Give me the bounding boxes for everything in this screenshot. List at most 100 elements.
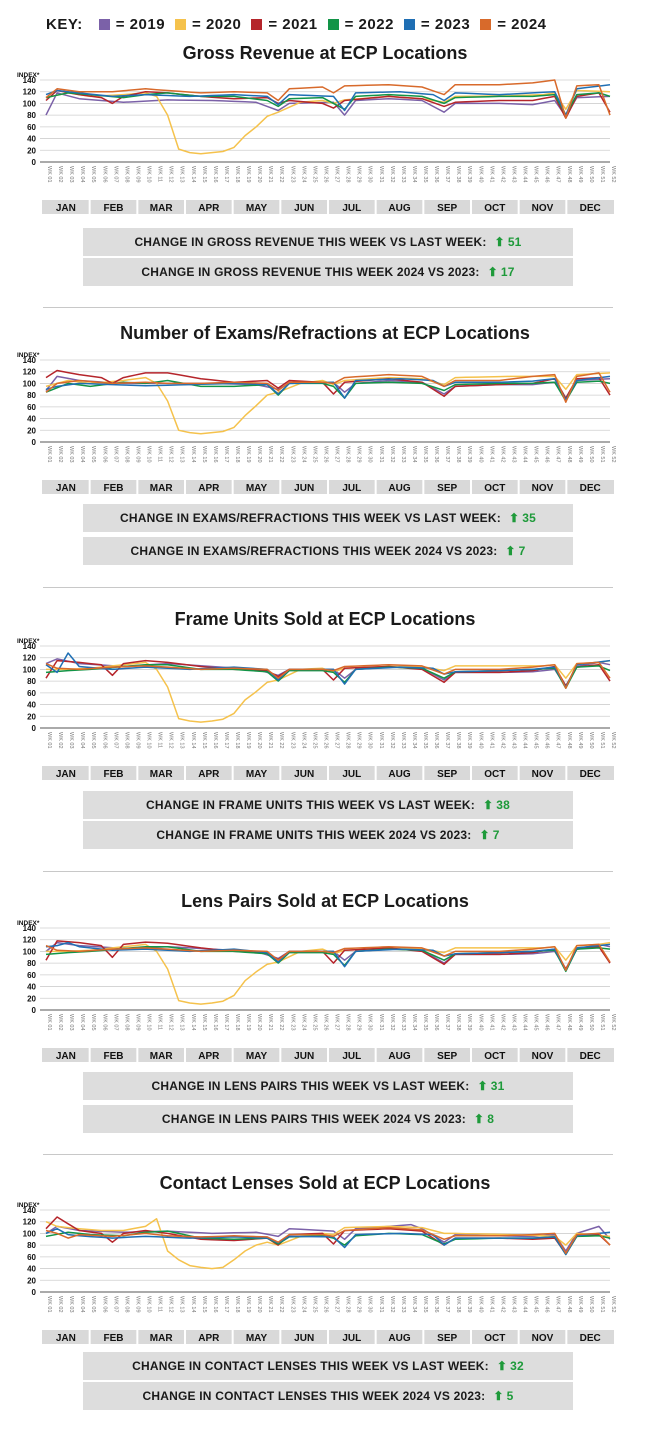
x-tick-label: WK 21 — [267, 1296, 273, 1313]
x-tick-label: WK 42 — [499, 732, 505, 749]
x-tick-label: WK 43 — [510, 446, 516, 463]
x-tick-label: WK 47 — [555, 446, 561, 463]
x-tick-label: WK 16 — [212, 166, 218, 183]
x-tick-label: WK 25 — [311, 166, 317, 183]
month-label: JUN — [294, 1051, 314, 1062]
x-tick-label: WK 18 — [234, 1014, 240, 1031]
x-tick-label: WK 07 — [112, 166, 118, 183]
x-tick-label: WK 04 — [79, 1296, 85, 1313]
x-tick-label: WK 16 — [212, 1296, 218, 1313]
x-tick-label: WK 06 — [101, 1014, 107, 1031]
month-label: JUL — [342, 1051, 361, 1062]
x-tick-label: WK 46 — [544, 446, 550, 463]
x-tick-label: WK 23 — [289, 1296, 295, 1313]
x-tick-label: WK 33 — [400, 166, 406, 183]
x-tick-label: WK 47 — [555, 1296, 561, 1313]
month-label: DEC — [580, 769, 601, 780]
month-label: MAY — [246, 483, 268, 494]
y-tick-label: 60 — [27, 689, 36, 698]
change-year-box: CHANGE IN LENS PAIRS THIS WEEK 2024 VS 2… — [83, 1105, 573, 1133]
month-label: MAR — [150, 1333, 174, 1344]
legend-label: = 2023 — [420, 15, 471, 33]
x-tick-label: WK 48 — [566, 166, 572, 183]
month-label: MAR — [150, 203, 174, 214]
up-arrow-icon: ⬆ — [496, 1359, 508, 1373]
legend-swatch — [251, 18, 263, 30]
y-tick-label: 0 — [32, 724, 37, 733]
x-tick-label: WK 25 — [311, 1296, 317, 1313]
x-tick-label: WK 35 — [422, 446, 428, 463]
x-tick-label: WK 50 — [588, 1296, 594, 1313]
x-tick-label: WK 37 — [444, 1014, 450, 1031]
x-tick-label: WK 52 — [610, 1014, 616, 1031]
x-tick-label: WK 52 — [610, 1296, 616, 1313]
x-tick-label: WK 26 — [322, 446, 328, 463]
y-tick-label: 100 — [23, 379, 37, 388]
month-label: JUN — [294, 1333, 314, 1344]
up-arrow-icon: ⬆ — [479, 828, 490, 842]
panel-lens-pairs: Lens Pairs Sold at ECP Locations INDEX* 0… — [0, 890, 650, 1150]
chart-title: Gross Revenue at ECP Locations — [182, 43, 468, 63]
series-line-2024 — [45, 79, 611, 119]
x-tick-label: WK 44 — [522, 1296, 528, 1313]
month-label: MAR — [150, 769, 174, 780]
y-tick-label: 140 — [23, 76, 37, 85]
month-label: AUG — [388, 1051, 410, 1062]
x-tick-label: WK 39 — [466, 1296, 472, 1313]
month-label: NOV — [532, 1333, 554, 1344]
x-tick-label: WK 32 — [389, 1014, 395, 1031]
x-tick-label: WK 40 — [477, 732, 483, 749]
divider — [43, 1154, 613, 1155]
x-tick-label: WK 13 — [179, 1014, 185, 1031]
x-tick-label: WK 11 — [157, 446, 163, 462]
month-label: APR — [198, 769, 220, 780]
y-tick-label: 60 — [27, 971, 36, 980]
month-label: SEP — [437, 483, 457, 494]
up-arrow-icon: ⬆ — [494, 235, 505, 249]
x-tick-label: WK 19 — [245, 446, 251, 463]
series-line-2023 — [45, 1227, 611, 1256]
y-axis-label: INDEX* — [17, 352, 40, 359]
series-line-2024 — [45, 943, 611, 971]
x-tick-label: WK 02 — [57, 732, 63, 749]
x-tick-label: WK 21 — [267, 1014, 273, 1031]
x-tick-label: WK 15 — [201, 1014, 207, 1031]
x-tick-label: WK 27 — [334, 1296, 340, 1313]
x-tick-label: WK 38 — [455, 1296, 461, 1313]
x-tick-label: WK 19 — [245, 166, 251, 183]
x-tick-label: WK 51 — [599, 1014, 605, 1031]
y-tick-label: 140 — [23, 1206, 37, 1215]
x-tick-label: WK 43 — [510, 1014, 516, 1031]
x-tick-label: WK 12 — [168, 1296, 174, 1313]
month-label: APR — [198, 1051, 220, 1062]
x-tick-label: WK 33 — [400, 1296, 406, 1313]
month-label: FEB — [104, 769, 124, 780]
y-tick-label: 40 — [27, 135, 36, 144]
y-tick-label: 40 — [27, 1265, 36, 1274]
legend-swatch — [327, 18, 339, 30]
y-tick-label: 80 — [27, 677, 36, 686]
x-tick-label: WK 49 — [577, 1296, 583, 1313]
x-tick-label: WK 15 — [201, 166, 207, 183]
x-tick-label: WK 15 — [201, 732, 207, 749]
y-tick-label: 120 — [23, 1218, 37, 1227]
x-tick-label: WK 41 — [488, 1296, 494, 1313]
x-tick-label: WK 24 — [300, 1296, 306, 1313]
y-tick-label: 140 — [23, 924, 37, 933]
change-week-box: CHANGE IN CONTACT LENSES THIS WEEK VS LA… — [83, 1352, 573, 1380]
series-line-2024 — [45, 1226, 611, 1255]
x-tick-label: WK 20 — [256, 166, 262, 183]
month-label: OCT — [484, 1051, 505, 1062]
x-tick-label: WK 20 — [256, 1296, 262, 1313]
x-tick-label: WK 45 — [533, 166, 539, 183]
change-label: CHANGE IN LENS PAIRS THIS WEEK VS LAST W… — [151, 1079, 470, 1093]
x-tick-label: WK 24 — [300, 446, 306, 463]
change-week-box: CHANGE IN EXAMS/REFRACTIONS THIS WEEK VS… — [83, 504, 573, 532]
x-tick-label: WK 32 — [389, 732, 395, 749]
y-tick-label: 0 — [32, 438, 37, 447]
y-tick-label: 120 — [23, 368, 37, 377]
month-label: AUG — [388, 203, 410, 214]
line-chart-frame-units: INDEX* 0 20 40 60 80 100 120 140 WK 01 WK 02 WK 03 W… — [17, 638, 616, 780]
line-chart-lens-pairs: INDEX* 0 20 40 60 80 100 120 140 WK 01 WK 02 WK 03 W… — [17, 920, 616, 1062]
series-line-2021 — [45, 940, 611, 970]
